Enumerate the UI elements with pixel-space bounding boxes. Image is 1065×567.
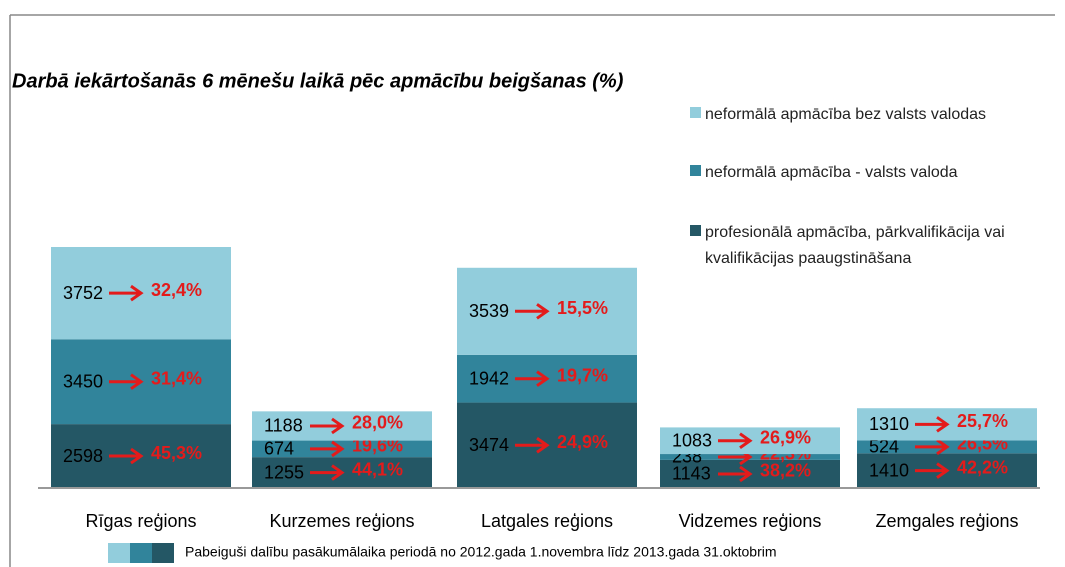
value-label: 1083	[672, 430, 712, 450]
share-label: 42,2%	[957, 457, 1008, 477]
value-label: 1188	[264, 416, 303, 436]
share-label: 24,9%	[557, 432, 608, 452]
value-label: 3450	[63, 371, 103, 391]
value-label: 3539	[469, 301, 509, 321]
legend-swatch	[690, 225, 701, 236]
x-tick-label: Rīgas reģions	[85, 511, 196, 531]
legend-swatch	[690, 165, 701, 176]
value-label: 1410	[869, 460, 909, 480]
value-label: 1255	[264, 462, 304, 482]
share-label: 38,2%	[760, 461, 811, 481]
value-label: 524	[869, 437, 899, 457]
arrow	[109, 447, 144, 465]
arrow	[310, 417, 345, 435]
arrow	[109, 284, 144, 302]
x-tick-label: Kurzemes reģions	[269, 511, 414, 531]
share-label: 26,9%	[760, 427, 811, 447]
share-label: 28,0%	[352, 413, 403, 433]
chart-title: Darbā iekārtošanās 6 mēnešu laikā pēc ap…	[12, 70, 624, 92]
share-label: 15,5%	[557, 298, 608, 318]
x-tick-label: Vidzemes reģions	[679, 511, 822, 531]
value-label: 1310	[869, 414, 909, 434]
value-label: 674	[264, 439, 294, 459]
share-label: 31,4%	[151, 368, 202, 388]
footnote-swatch	[130, 543, 152, 563]
arrow	[310, 440, 345, 458]
arrow	[515, 370, 550, 387]
value-label: 1942	[469, 368, 509, 388]
arrow	[915, 462, 950, 479]
legend-entry: neformālā apmācība - valsts valoda	[705, 164, 958, 181]
arrow	[310, 464, 345, 481]
x-tick-label: Latgales reģions	[481, 511, 613, 531]
share-label: 44,1%	[352, 459, 403, 479]
footnote: Pabeiguši dalību pasākumālaika periodā n…	[185, 544, 777, 560]
legend-entry: profesionālā apmācība, pārkvalifikācija …	[705, 224, 1005, 267]
arrow	[915, 416, 950, 433]
legend-entry: neformālā apmācība bez valsts valodas	[705, 106, 987, 123]
share-label: 19,6%	[352, 436, 403, 456]
value-label: 1143	[672, 464, 711, 484]
share-label: 32,4%	[151, 280, 202, 300]
x-tick-label: Zemgales reģions	[875, 511, 1018, 531]
arrow	[718, 465, 753, 483]
arrow	[515, 437, 550, 454]
legend-label: neformālā apmācība bez valsts valodas	[705, 106, 987, 123]
share-label: 19,7%	[557, 365, 608, 385]
arrow	[515, 303, 550, 320]
share-label: 45,3%	[151, 443, 202, 463]
value-label: 3752	[63, 283, 103, 303]
legend-label: neformālā apmācība - valsts valoda	[705, 164, 958, 181]
arrow	[718, 432, 753, 449]
value-label: 3474	[469, 435, 509, 455]
value-label: 2598	[63, 446, 103, 466]
arrow	[109, 373, 144, 390]
arrow	[915, 438, 950, 456]
share-label: 25,7%	[957, 411, 1008, 431]
footnote-swatch	[152, 543, 174, 563]
footnote-swatch	[108, 543, 130, 563]
legend-swatch	[690, 107, 701, 118]
legend-label: profesionālā apmācība, pārkvalifikācija …	[705, 224, 1005, 267]
